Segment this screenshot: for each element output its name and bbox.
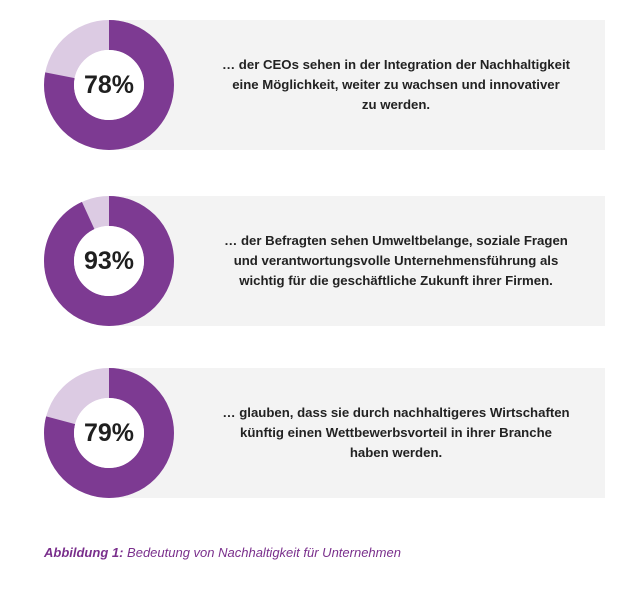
stat-row-3: 79% … glauben, dass sie durch nachhaltig… bbox=[0, 368, 637, 498]
donut-hole bbox=[74, 398, 144, 468]
donut-chart bbox=[44, 368, 174, 498]
caption-text: Bedeutung von Nachhaltigkeit für Unterne… bbox=[123, 545, 401, 560]
stat-text-line: … der CEOs sehen in der Integration der … bbox=[221, 57, 571, 72]
stat-text-line: haben werden. bbox=[349, 445, 443, 460]
donut-chart bbox=[44, 20, 174, 150]
stat-card bbox=[115, 368, 605, 498]
stat-card bbox=[115, 196, 605, 326]
donut-fill bbox=[44, 20, 174, 150]
stat-description: … der CEOs sehen in der Integration der … bbox=[216, 20, 576, 150]
stat-text-line: … glauben, dass sie durch nachhaltigeres… bbox=[222, 405, 570, 420]
donut-fill bbox=[44, 196, 174, 326]
stat-text-line: … der Befragten sehen Umweltbelange, soz… bbox=[224, 233, 568, 248]
stat-text-line: künftig einen Wettbewerbsvorteil in ihre… bbox=[240, 425, 552, 440]
stat-card bbox=[115, 20, 605, 150]
donut-fill bbox=[44, 368, 174, 498]
stat-text-line: eine Möglichkeit, weiter zu wachsen und … bbox=[232, 77, 560, 92]
stat-text-line: wichtig für die geschäftliche Zukunft ih… bbox=[239, 273, 553, 288]
stat-description: … glauben, dass sie durch nachhaltigeres… bbox=[216, 368, 576, 498]
stat-row-2: 93% … der Befragten sehen Umweltbelange,… bbox=[0, 196, 637, 326]
caption-prefix: Abbildung 1: bbox=[44, 545, 124, 560]
donut-percent-label: 78% bbox=[83, 70, 135, 99]
donut-chart bbox=[44, 196, 174, 326]
donut-hole bbox=[74, 50, 144, 120]
donut-hole bbox=[74, 226, 144, 296]
donut-percent-label: 93% bbox=[83, 246, 135, 275]
stat-description: … der Befragten sehen Umweltbelange, soz… bbox=[216, 196, 576, 326]
donut-percent-label: 79% bbox=[83, 418, 135, 447]
stat-row-1: 78% … der CEOs sehen in der Integration … bbox=[0, 20, 637, 150]
stat-text-line: und verantwortungsvolle Unternehmensführ… bbox=[233, 253, 559, 268]
stat-text-line: zu werden. bbox=[361, 97, 431, 112]
figure-caption: Abbildung 1: Bedeutung von Nachhaltigkei… bbox=[44, 545, 401, 560]
